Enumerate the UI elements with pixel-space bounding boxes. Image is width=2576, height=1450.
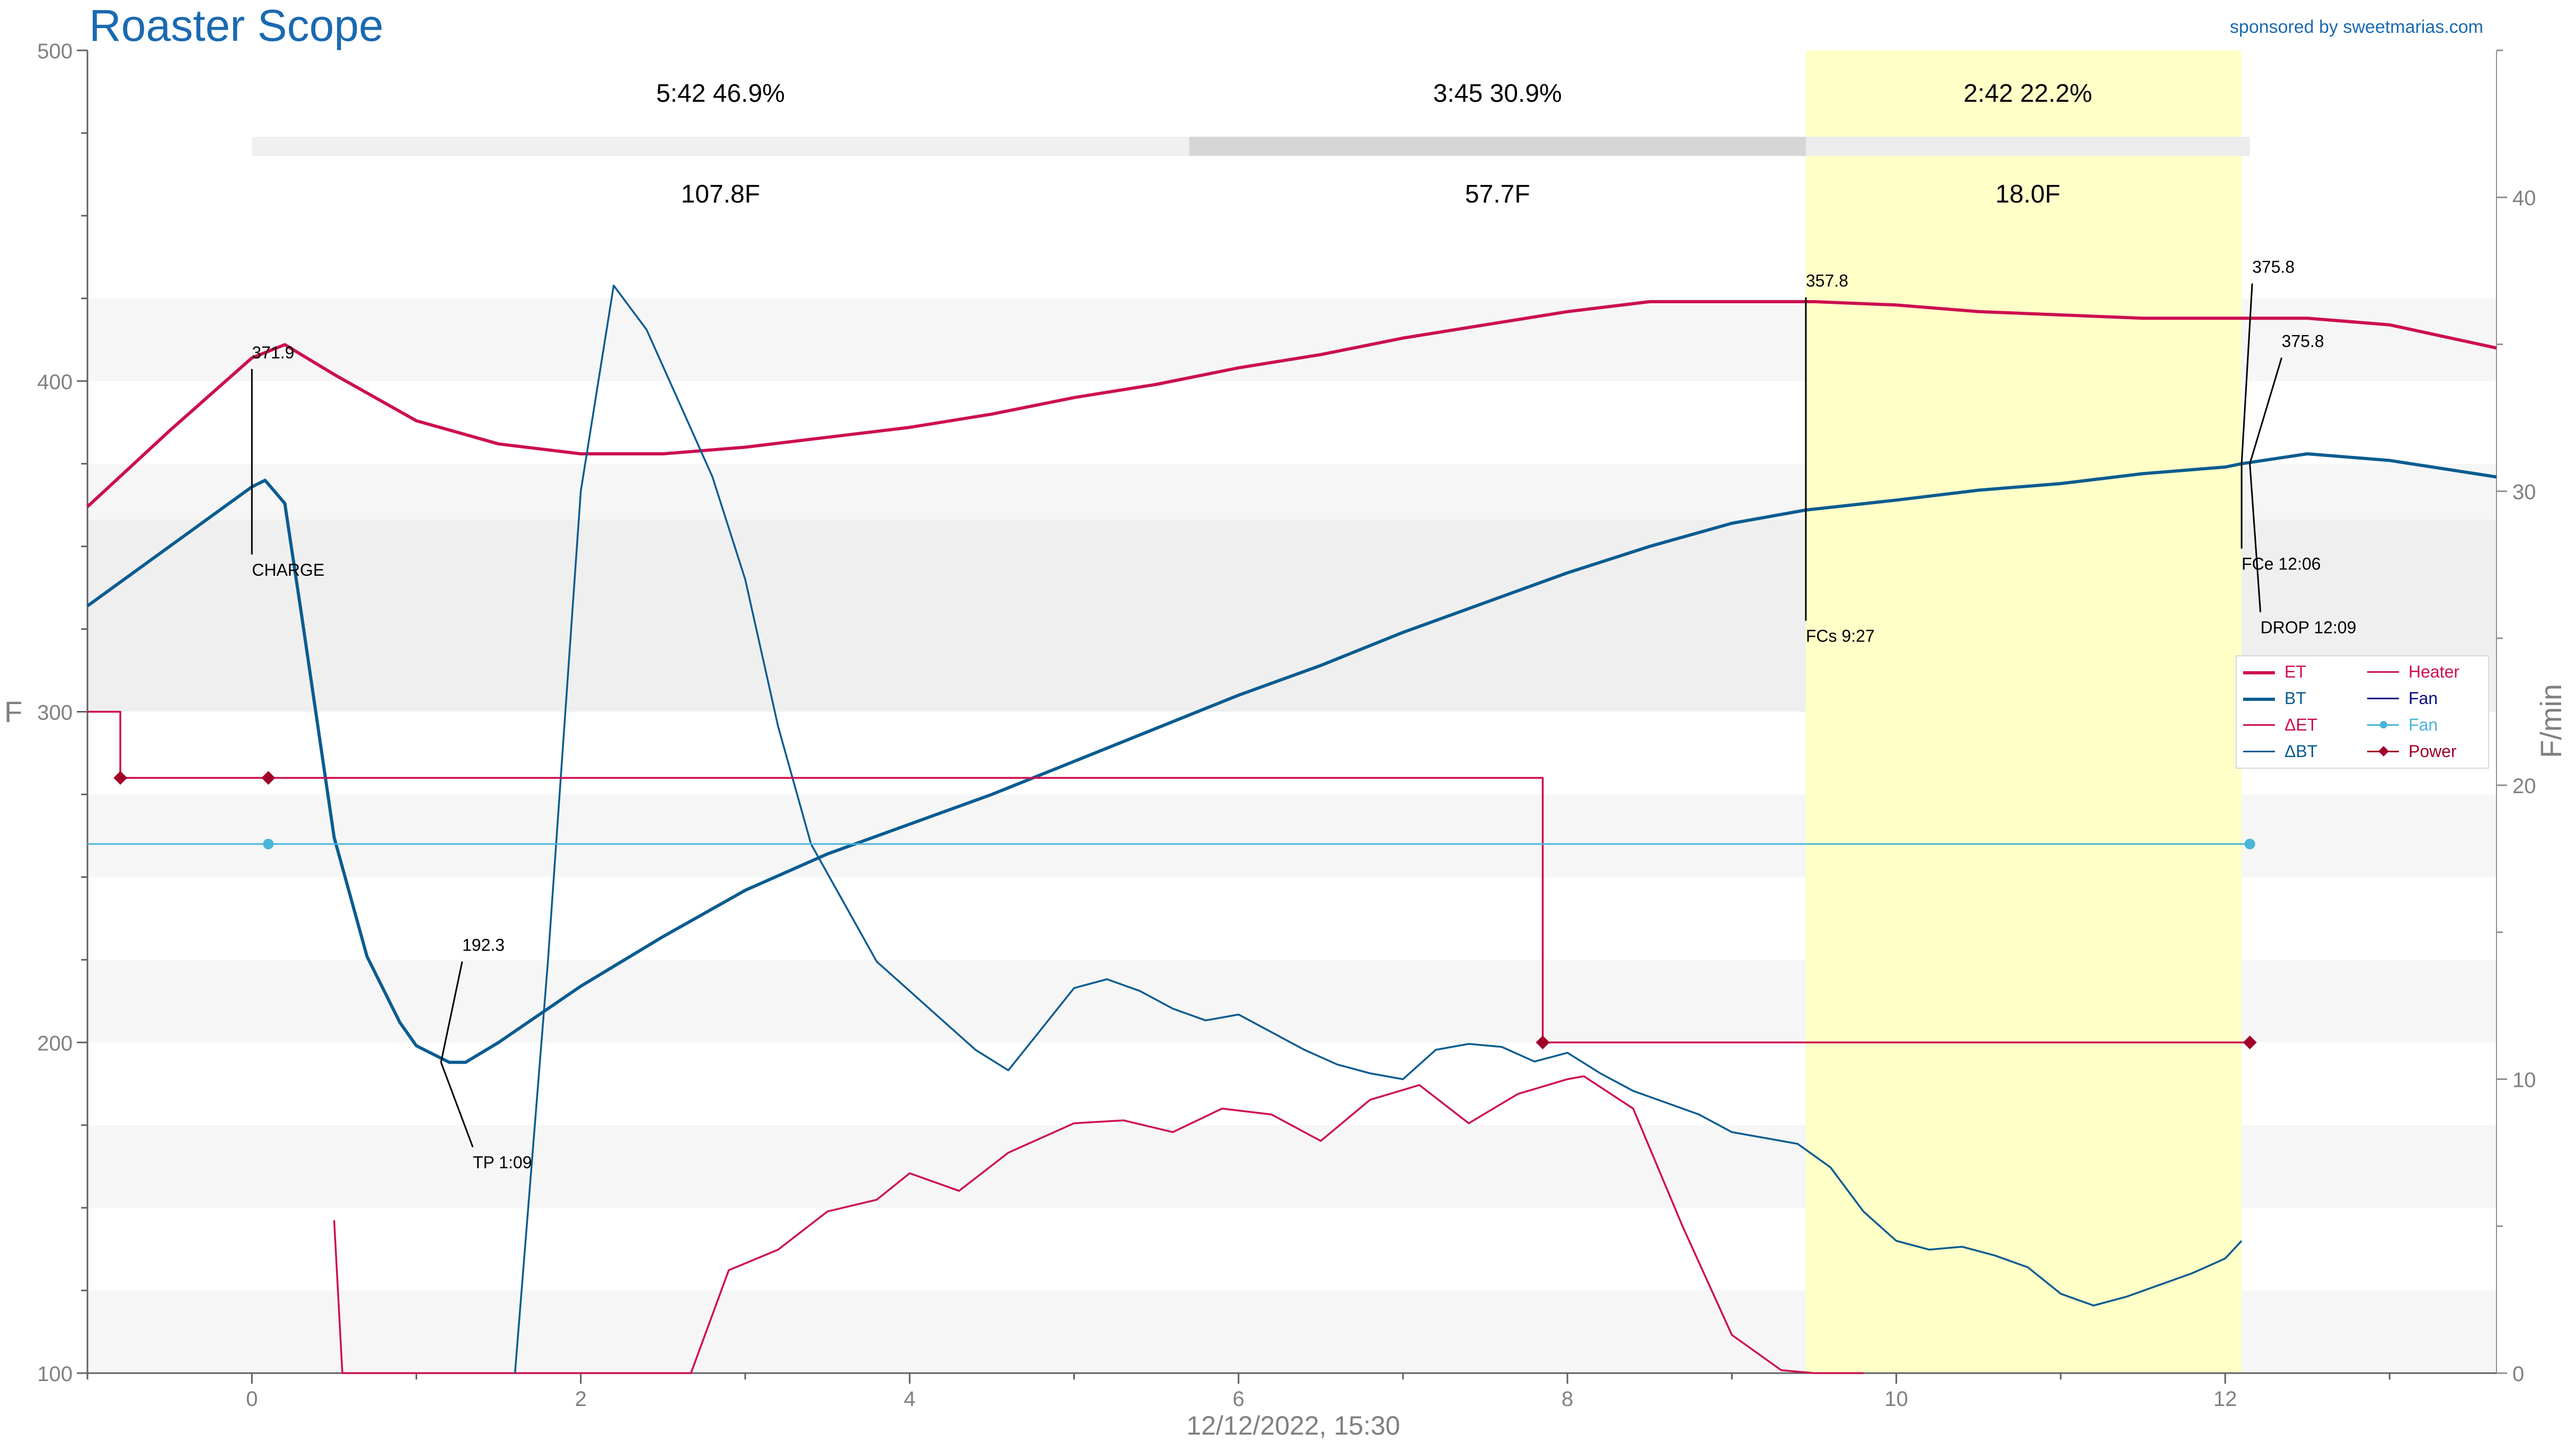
y-tick-label: 100 bbox=[37, 1363, 73, 1386]
y-tick-label: 300 bbox=[37, 701, 73, 725]
legend-entry: Fan bbox=[2367, 685, 2438, 711]
legend-swatch bbox=[2367, 666, 2399, 677]
series-et-line bbox=[86, 300, 2497, 508]
legend-label: ET bbox=[2284, 662, 2306, 681]
annotation-label: FCe 12:06 bbox=[2242, 555, 2321, 574]
y-tick-label: 200 bbox=[37, 1032, 73, 1055]
y-tick-label: 400 bbox=[37, 371, 73, 394]
x-tick-label: 4 bbox=[904, 1387, 915, 1411]
annotation-leader bbox=[2240, 283, 2253, 464]
legend-label: ΔET bbox=[2284, 715, 2318, 734]
y2-tick-label: 20 bbox=[2512, 775, 2536, 798]
legend-swatch bbox=[2243, 693, 2275, 704]
legend-swatch bbox=[2367, 693, 2399, 704]
annotation-leader bbox=[2249, 463, 2262, 612]
annotation-label: CHARGE bbox=[252, 560, 324, 579]
chart-title: Roaster Scope bbox=[89, 1, 384, 50]
annotation-leader bbox=[2249, 357, 2283, 464]
sponsor-link[interactable]: sponsored by sweetmarias.com bbox=[2229, 17, 2483, 37]
fan-marker bbox=[263, 839, 274, 849]
phase-delta-3: 18.0F bbox=[1995, 180, 2060, 208]
y2-tick-label: 10 bbox=[2512, 1069, 2536, 1092]
legend-label: ΔBT bbox=[2284, 741, 2318, 761]
series-delta-bt-line bbox=[514, 284, 2243, 1374]
x-axis-label: 12/12/2022, 15:30 bbox=[1186, 1411, 1400, 1440]
phase-bar-2 bbox=[1189, 137, 1806, 156]
legend-label: BT bbox=[2284, 688, 2306, 708]
y2-tick-label: 0 bbox=[2512, 1363, 2524, 1386]
phase-delta-1: 107.8F bbox=[681, 180, 760, 208]
legend-label: Fan bbox=[2409, 688, 2438, 708]
legend-entry: ΔET bbox=[2243, 711, 2317, 738]
annotation-label: DROP 12:09 bbox=[2261, 618, 2357, 637]
fan-marker bbox=[2244, 839, 2255, 849]
series-heater-line bbox=[87, 710, 2250, 1044]
x-tick-label: 0 bbox=[246, 1387, 258, 1411]
legend-entry: Heater bbox=[2367, 658, 2459, 685]
legend-entry: ET bbox=[2243, 658, 2306, 685]
legend-label: Heater bbox=[2409, 662, 2460, 681]
annotation-value: 357.8 bbox=[1806, 271, 1848, 291]
x-tick-label: 12 bbox=[2213, 1387, 2237, 1411]
x-tick-label: 6 bbox=[1233, 1387, 1245, 1411]
annotation-value: 375.8 bbox=[2282, 332, 2324, 351]
x-tick-label: 8 bbox=[1562, 1387, 1573, 1411]
annotation-value: 371.9 bbox=[252, 343, 294, 362]
y-tick-label: 500 bbox=[37, 40, 73, 63]
power-marker bbox=[1536, 1035, 1550, 1050]
legend-entry: Fan bbox=[2367, 711, 2438, 738]
legend-entry: BT bbox=[2243, 685, 2306, 711]
y2-tick-label: 30 bbox=[2512, 481, 2536, 504]
chart-legend: ET BT ΔET ΔBT Heater Fan Fan Power bbox=[2236, 655, 2489, 769]
y2-axis-label: F/min bbox=[2534, 684, 2568, 758]
annotation-value: 192.3 bbox=[462, 936, 505, 955]
phase-bar-1 bbox=[252, 137, 1189, 156]
development-highlight bbox=[1805, 50, 2242, 1373]
annotation-value: 375.8 bbox=[2252, 258, 2295, 277]
annotation-leader bbox=[440, 1062, 474, 1148]
x-tick-label: 2 bbox=[575, 1387, 587, 1411]
x-tick-label: 10 bbox=[1884, 1387, 1908, 1411]
legend-label: Fan bbox=[2409, 715, 2438, 734]
power-marker bbox=[113, 771, 128, 785]
phase-delta-2: 57.7F bbox=[1465, 180, 1530, 208]
phase-label-3: 2:42 22.2% bbox=[1963, 80, 2092, 108]
phase-bar-3 bbox=[1805, 137, 2250, 156]
legend-label: Power bbox=[2409, 741, 2457, 761]
legend-swatch bbox=[2243, 746, 2275, 757]
annotation-label: FCs 9:27 bbox=[1806, 627, 1875, 646]
annotation-leader bbox=[440, 961, 463, 1062]
y-axis-label: F bbox=[4, 695, 23, 728]
annotation-label: TP 1:09 bbox=[473, 1153, 532, 1172]
series-delta-et-line bbox=[333, 1075, 1864, 1374]
legend-swatch bbox=[2367, 719, 2399, 730]
power-marker bbox=[261, 771, 276, 785]
phase-label-2: 3:45 30.9% bbox=[1433, 80, 1562, 108]
power-marker bbox=[2243, 1035, 2257, 1050]
legend-entry: ΔBT bbox=[2243, 738, 2317, 764]
phase-label-1: 5:42 46.9% bbox=[656, 80, 785, 108]
legend-swatch bbox=[2243, 719, 2275, 730]
legend-swatch bbox=[2243, 666, 2275, 677]
legend-swatch bbox=[2367, 746, 2399, 757]
y2-tick-label: 40 bbox=[2512, 187, 2536, 210]
legend-entry: Power bbox=[2367, 738, 2457, 764]
